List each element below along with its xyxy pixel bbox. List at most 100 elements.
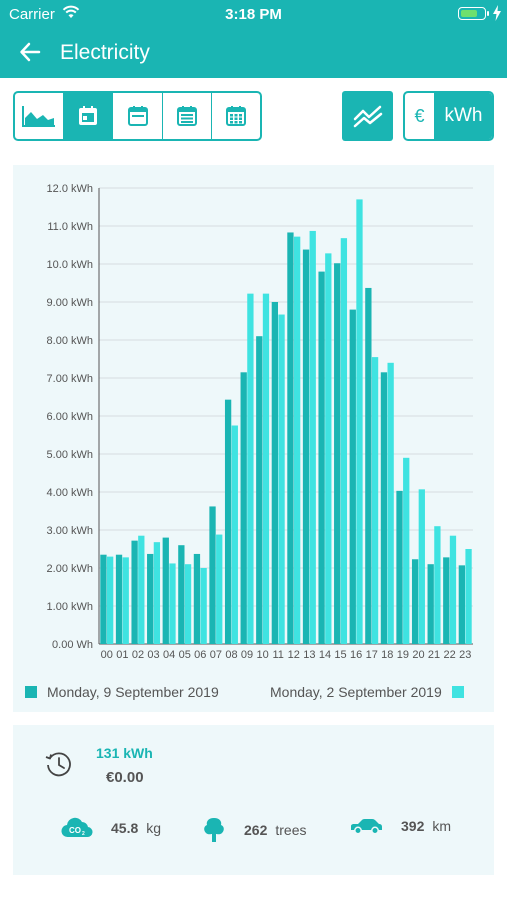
y-tick-label: 4.00 kWh bbox=[47, 487, 93, 499]
bar-series-2-hour-16 bbox=[356, 199, 363, 644]
y-tick-label: 5.00 kWh bbox=[47, 449, 93, 461]
x-tick-label: 02 bbox=[132, 649, 144, 661]
bar-series-2-hour-18 bbox=[387, 362, 394, 644]
y-tick-label: 6.00 kWh bbox=[47, 411, 93, 423]
x-tick-label: 04 bbox=[163, 649, 175, 661]
unit-euro-button[interactable]: € bbox=[405, 93, 435, 139]
bar-series-2-hour-15 bbox=[340, 238, 348, 644]
bar-series-1-hour-11 bbox=[271, 302, 279, 644]
bar-series-1-hour-17 bbox=[365, 287, 372, 644]
summary-card: 131 kWh €0.00 CO 2 45.8 kg 262 trees 392… bbox=[13, 725, 494, 875]
back-arrow-icon[interactable] bbox=[18, 40, 42, 64]
bar-series-2-hour-07 bbox=[216, 534, 223, 644]
period-overview-button[interactable] bbox=[15, 93, 65, 139]
y-tick-label: 7.00 kWh bbox=[47, 373, 93, 385]
bar-series-1-hour-07 bbox=[209, 506, 216, 644]
bar-series-1-hour-22 bbox=[443, 557, 450, 644]
bar-series-2-hour-11 bbox=[278, 314, 285, 644]
period-day-button[interactable] bbox=[64, 93, 114, 139]
area-chart-icon bbox=[22, 106, 56, 127]
period-year-button[interactable] bbox=[212, 93, 260, 139]
y-tick-label: 11.0 kWh bbox=[47, 221, 93, 233]
bar-series-2-hour-12 bbox=[293, 236, 301, 644]
legend-swatch-series-2 bbox=[451, 686, 464, 698]
y-tick-label: 1.00 kWh bbox=[47, 601, 93, 613]
period-week-button[interactable] bbox=[113, 93, 163, 139]
x-tick-label: 21 bbox=[428, 649, 440, 661]
bar-series-1-hour-19 bbox=[396, 490, 403, 644]
x-tick-label: 19 bbox=[397, 649, 409, 661]
bar-series-1-hour-16 bbox=[349, 309, 356, 644]
bar-series-2-hour-02 bbox=[138, 535, 145, 644]
bar-series-1-hour-18 bbox=[380, 372, 388, 644]
bar-series-2-hour-14 bbox=[325, 253, 332, 645]
bar-series-1-hour-00 bbox=[100, 554, 107, 644]
trees-stat: 262 trees bbox=[202, 817, 306, 843]
bar-series-1-hour-04 bbox=[162, 537, 169, 644]
month-calendar-icon bbox=[176, 106, 197, 126]
x-tick-label: 09 bbox=[241, 649, 253, 661]
x-tick-label: 01 bbox=[116, 649, 128, 661]
week-calendar-icon bbox=[127, 106, 148, 126]
x-tick-label: 11 bbox=[272, 649, 283, 661]
x-tick-label: 17 bbox=[366, 649, 378, 661]
svg-text:2: 2 bbox=[82, 831, 85, 837]
x-tick-label: 06 bbox=[194, 649, 206, 661]
bar-series-2-hour-20 bbox=[418, 489, 425, 644]
bar-series-1-hour-06 bbox=[193, 553, 201, 644]
bar-series-2-hour-08 bbox=[231, 425, 238, 644]
bar-series-1-hour-15 bbox=[334, 263, 341, 644]
y-tick-label: 0.00 Wh bbox=[52, 639, 93, 651]
y-tick-label: 2.00 kWh bbox=[47, 563, 93, 575]
bar-series-1-hour-05 bbox=[178, 545, 185, 644]
bar-series-2-hour-23 bbox=[465, 549, 472, 644]
charging-bolt-icon bbox=[493, 5, 501, 21]
carrier-label: Carrier bbox=[9, 6, 55, 23]
bar-series-1-hour-10 bbox=[256, 336, 263, 644]
total-energy-value: 131 kWh bbox=[96, 745, 153, 761]
status-time: 3:18 PM bbox=[225, 6, 282, 23]
electricity-bar-chart: 0.00 Wh 1.00 kWh 2.00 kWh 3.00 kWh 4.00 kWh 5… bbox=[47, 183, 473, 661]
tree-icon bbox=[204, 818, 224, 842]
svg-text:CO: CO bbox=[69, 826, 81, 835]
compare-lines-icon bbox=[353, 105, 382, 128]
day-calendar-icon bbox=[79, 106, 98, 125]
y-tick-label: 9.00 kWh bbox=[47, 297, 93, 309]
trees-value: 262 bbox=[244, 822, 268, 838]
y-tick-label: 10.0 kWh bbox=[47, 259, 93, 271]
bar-series-2-hour-06 bbox=[200, 568, 207, 644]
bar-series-2-hour-17 bbox=[371, 357, 379, 644]
x-tick-label: 15 bbox=[334, 649, 346, 661]
unit-toggle: € kWh bbox=[403, 91, 494, 141]
unit-kwh-button[interactable]: kWh bbox=[435, 93, 492, 139]
x-tick-label: 12 bbox=[288, 649, 300, 661]
co2-cloud-icon: CO 2 bbox=[61, 817, 93, 838]
bar-series-2-hour-05 bbox=[184, 564, 192, 644]
navigation-bar: Electricity bbox=[0, 28, 507, 78]
bar-series-1-hour-20 bbox=[411, 559, 419, 644]
y-tick-label: 8.00 kWh bbox=[47, 335, 93, 347]
x-tick-label: 14 bbox=[319, 649, 331, 661]
wifi-icon bbox=[62, 5, 80, 18]
x-tick-label: 07 bbox=[210, 649, 222, 661]
compare-button[interactable] bbox=[342, 91, 393, 141]
trees-unit: trees bbox=[275, 822, 307, 838]
y-tick-label: 3.00 kWh bbox=[47, 525, 93, 537]
bar-series-1-hour-08 bbox=[224, 399, 232, 644]
x-tick-label: 00 bbox=[101, 649, 113, 661]
bar-series-1-hour-03 bbox=[147, 553, 154, 644]
bar-series-1-hour-14 bbox=[318, 271, 325, 644]
status-bar: Carrier 3:18 PM bbox=[0, 0, 507, 28]
x-tick-label: 08 bbox=[225, 649, 237, 661]
car-value: 392 bbox=[401, 818, 425, 834]
period-month-button[interactable] bbox=[163, 93, 212, 139]
legend-swatch-series-1 bbox=[25, 686, 37, 698]
bar-series-2-hour-19 bbox=[403, 457, 410, 644]
co2-stat: CO 2 45.8 kg bbox=[61, 817, 161, 839]
bar-series-1-hour-12 bbox=[287, 232, 294, 644]
x-tick-label: 20 bbox=[412, 649, 424, 661]
co2-value: 45.8 bbox=[111, 820, 139, 836]
history-clock-icon bbox=[45, 752, 71, 777]
x-tick-label: 18 bbox=[381, 649, 393, 661]
x-tick-label: 22 bbox=[444, 649, 456, 661]
